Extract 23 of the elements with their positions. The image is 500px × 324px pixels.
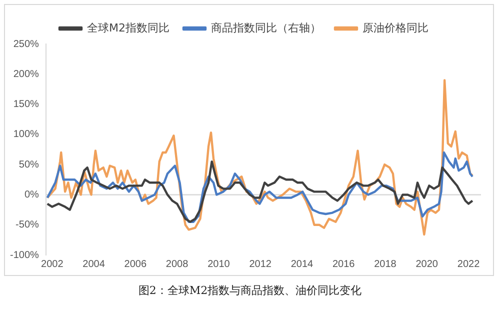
x-tick-label: 2018 [374, 258, 397, 270]
legend-label: 原油价格同比 [362, 21, 428, 34]
x-tick-label: 2012 [249, 258, 272, 270]
x-tick-label: 2006 [124, 258, 147, 270]
x-tick-label: 2004 [82, 258, 106, 270]
caption: 图2：全球M2指数与商品指数、油价同比变化 [137, 283, 363, 299]
legend-label: 商品指数同比（右轴） [210, 21, 321, 34]
y-tick-label: 250% [13, 38, 40, 50]
y-tick-label: 50% [18, 159, 40, 170]
y-tick-label: -100% [10, 250, 40, 261]
x-tick-label: 2010 [208, 258, 230, 270]
y-tick-label: 150% [13, 99, 40, 110]
x-tick-label: 2008 [166, 258, 189, 270]
legend-label: 全球M2指数同比 [87, 21, 170, 34]
y-tick-label: 0% [24, 189, 40, 200]
y-tick-label: 100% [13, 129, 40, 140]
x-tick-label: 2016 [332, 258, 356, 270]
y-tick-label: 200% [13, 68, 40, 80]
x-tick-label: 2002 [41, 258, 64, 270]
x-tick-label: 2014 [290, 258, 314, 270]
y-tick-label: -50% [16, 220, 39, 231]
x-tick-label: 2020 [416, 258, 438, 270]
x-tick-label: 2022 [457, 258, 480, 270]
